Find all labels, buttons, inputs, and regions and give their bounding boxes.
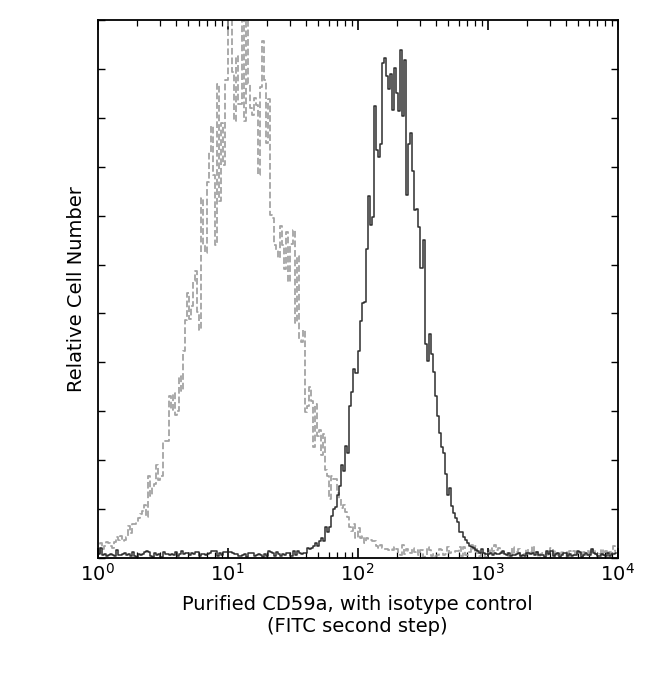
Y-axis label: Relative Cell Number: Relative Cell Number bbox=[68, 186, 86, 392]
X-axis label: Purified CD59a, with isotype control
(FITC second step): Purified CD59a, with isotype control (FI… bbox=[182, 596, 533, 636]
